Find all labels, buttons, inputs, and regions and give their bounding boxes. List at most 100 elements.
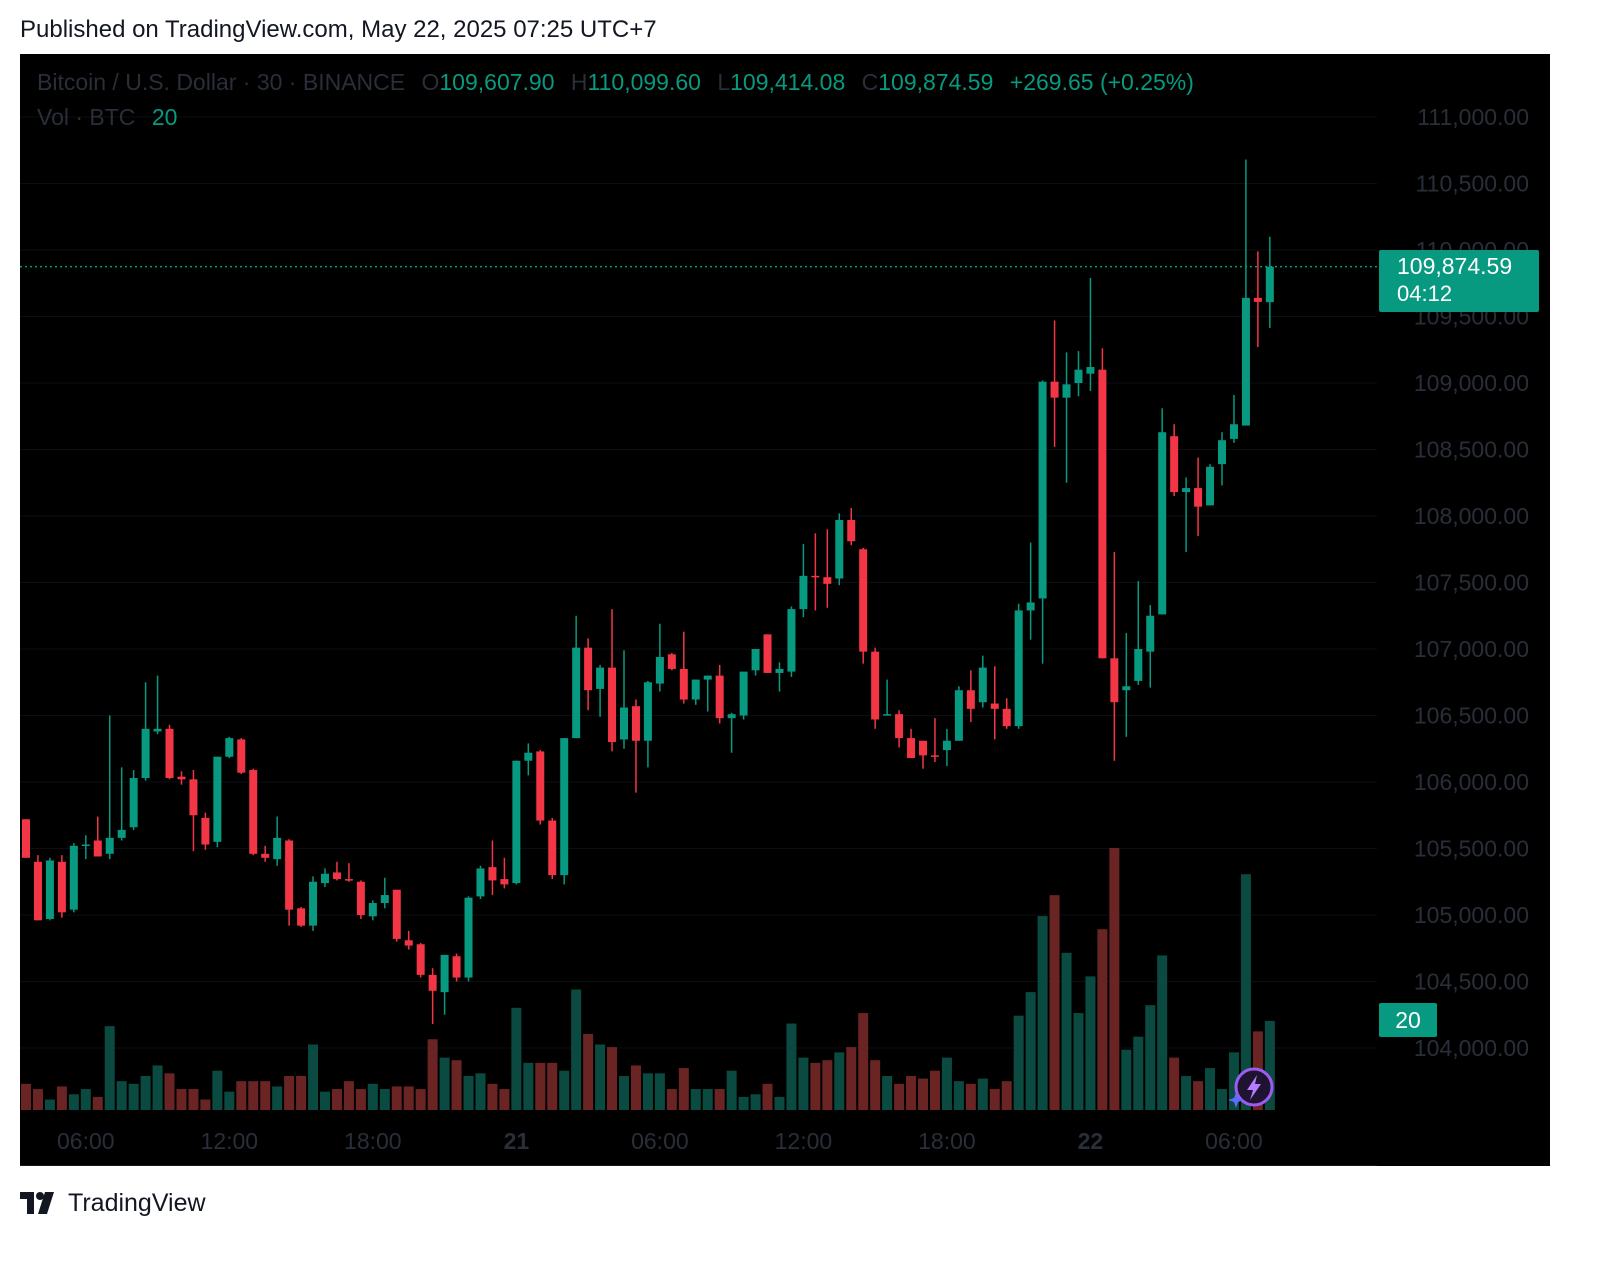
volume-bar <box>80 1089 91 1110</box>
candle-body <box>488 867 497 881</box>
candle-body <box>464 897 473 978</box>
open-label: O <box>421 69 440 95</box>
volume-bar <box>343 1081 354 1110</box>
candle-body <box>524 752 533 761</box>
candle-body <box>847 519 856 542</box>
time-tick-label: 22 <box>1078 1128 1104 1154</box>
chart-panel[interactable]: 104,000.00 104,500.00 105,000.00 105,500.00… <box>20 54 1550 1166</box>
volume-bar <box>858 1013 869 1110</box>
bar-countdown: 04:12 <box>1397 281 1453 306</box>
candle-body <box>380 895 389 904</box>
candle-body <box>966 690 975 709</box>
candle-body <box>273 837 282 860</box>
volume-bar <box>499 1089 510 1110</box>
time-axis: 06:00 12:00 18:00 21 06:00 12:00 18:00 22 06:00 <box>57 1128 1263 1154</box>
candle-body <box>344 879 353 881</box>
volume-bar <box>104 1026 115 1110</box>
volume-bar <box>200 1099 211 1110</box>
volume-bar <box>882 1075 893 1110</box>
volume-bar <box>1097 929 1108 1110</box>
candle-body <box>655 656 664 684</box>
candle-body <box>165 728 174 779</box>
candle-body <box>835 519 844 579</box>
symbol-label[interactable]: Bitcoin / U.S. Dollar · 30 · BINANCE <box>37 69 406 95</box>
candle-body <box>667 654 676 669</box>
candle-body <box>954 690 963 741</box>
candle-body <box>1074 369 1083 383</box>
volume-bar <box>212 1070 223 1110</box>
candlestick-chart[interactable]: 104,000.00 104,500.00 105,000.00 105,500.00… <box>20 54 1550 1166</box>
volume-bar <box>152 1065 163 1110</box>
candle-body <box>1050 381 1059 398</box>
volume-bar <box>260 1081 271 1110</box>
candle-body <box>261 853 270 858</box>
time-tick-label: 06:00 <box>1205 1128 1263 1154</box>
candle-body <box>45 860 54 919</box>
lightning-bolt-icon[interactable] <box>1228 1066 1274 1112</box>
candle-body <box>871 651 880 720</box>
candle-body <box>392 889 401 939</box>
volume-bar <box>355 1089 366 1110</box>
candle-body <box>1086 367 1095 374</box>
volume-bar <box>678 1068 689 1110</box>
candle-body <box>548 820 557 876</box>
candle-body <box>237 739 246 773</box>
last-price-value: 109,874.59 <box>1397 253 1513 279</box>
volume-bar <box>870 1060 881 1110</box>
volume-bar <box>331 1089 342 1110</box>
volume-bar <box>786 1023 797 1110</box>
volume-bar <box>463 1075 474 1110</box>
candle-body <box>631 706 640 741</box>
volume-label[interactable]: Vol · BTC <box>37 104 136 130</box>
candle-body <box>536 751 545 821</box>
price-tick-label: 106,500.00 <box>1414 703 1529 729</box>
volume-bar <box>607 1047 618 1110</box>
volume-bar <box>1193 1081 1204 1110</box>
candle-body <box>22 819 30 858</box>
volume-bar <box>1037 916 1048 1110</box>
close-label: C <box>861 69 879 95</box>
volume-bar <box>1013 1015 1024 1110</box>
candle-body <box>739 671 748 716</box>
volume-bar <box>21 1083 31 1110</box>
price-tick-label: 105,000.00 <box>1414 902 1529 928</box>
volume-bar <box>702 1089 713 1110</box>
candle-body <box>1194 488 1203 507</box>
volume-bar <box>164 1073 175 1110</box>
volume-bar <box>798 1057 809 1110</box>
candle-body <box>189 779 198 816</box>
volume-bar <box>140 1075 151 1110</box>
tradingview-footer[interactable]: TradingView <box>20 1186 206 1220</box>
candle-body <box>1098 369 1107 659</box>
price-tick-label: 107,500.00 <box>1414 570 1529 596</box>
candle-body <box>512 760 521 884</box>
price-tick-label: 106,000.00 <box>1414 769 1529 795</box>
candle-body <box>1146 615 1155 652</box>
volume-bar <box>726 1070 737 1110</box>
volume-bar <box>1073 1013 1084 1110</box>
price-grid <box>20 116 1377 1049</box>
volume-bar <box>320 1091 330 1110</box>
candle-body <box>1062 384 1071 398</box>
volume-bar <box>547 1062 558 1110</box>
candle-body <box>572 647 581 739</box>
volume-bar <box>92 1096 103 1110</box>
price-tick-label: 110,500.00 <box>1416 171 1529 197</box>
price-tick-label: 111,000.00 <box>1417 104 1529 130</box>
candle-body <box>1026 602 1035 611</box>
time-tick-label: 12:00 <box>775 1128 833 1154</box>
candle-body <box>775 668 784 673</box>
volume-bar <box>1181 1075 1192 1110</box>
candle-body <box>990 703 999 709</box>
candle-body <box>643 682 652 741</box>
candle-body <box>332 872 341 880</box>
volume-bar <box>1109 848 1120 1110</box>
candle-body <box>33 861 42 921</box>
candle-body <box>57 861 66 913</box>
volume-bar <box>762 1083 773 1110</box>
volume-bar <box>965 1083 976 1110</box>
volume-bar <box>654 1073 665 1110</box>
price-tick-label: 109,000.00 <box>1414 370 1529 396</box>
candle-body <box>1182 488 1191 493</box>
candle-body <box>942 740 951 751</box>
